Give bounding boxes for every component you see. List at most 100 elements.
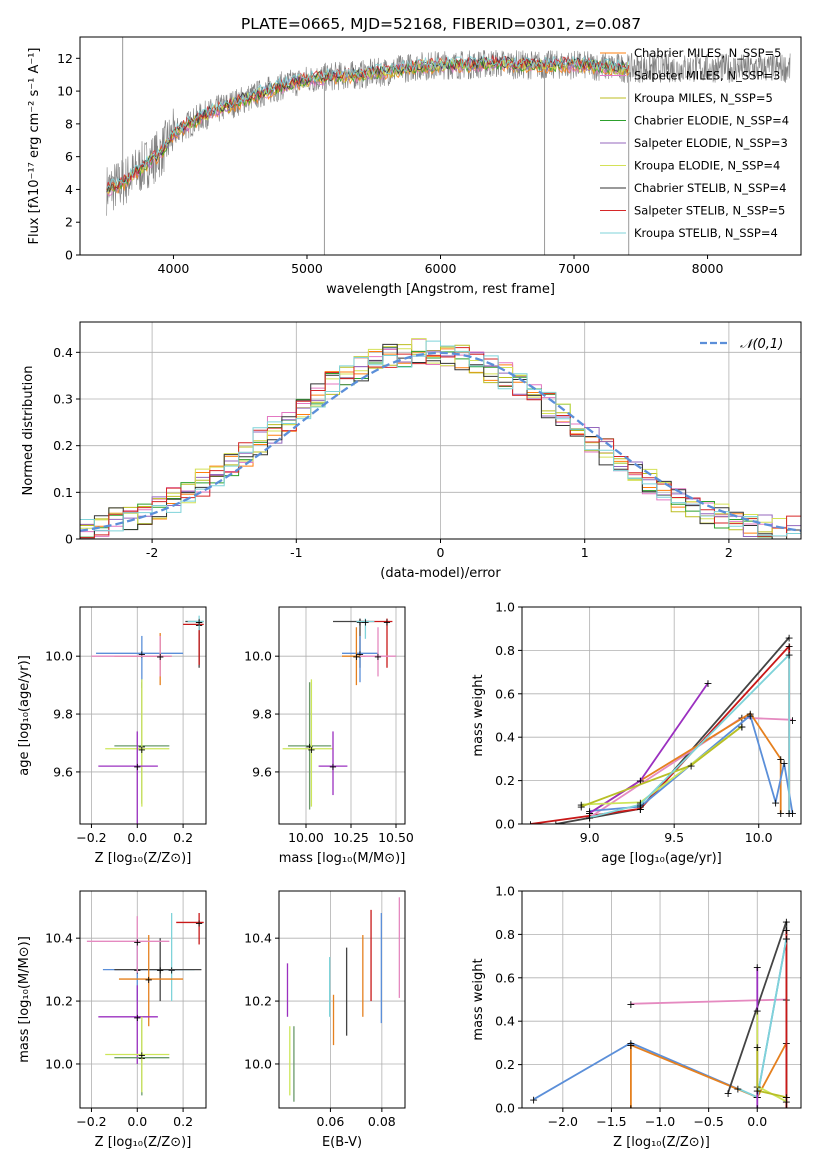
weight-series-marker: + (771, 796, 780, 809)
panels-group: Chabrier MILES, N_SSP=5 Salpeter MILES, N… (17, 36, 802, 1150)
axes-frame (278, 606, 406, 825)
plot-area: +++++++++ (282, 617, 396, 810)
weight-series-marker: + (785, 631, 794, 644)
data-point: + (138, 1051, 146, 1062)
x-tick-label: 0.0 (127, 1114, 147, 1129)
legend-entry: 𝒩(0,1) (740, 337, 783, 352)
weight-series-marker: + (737, 720, 746, 733)
y-tick-label: 9.6 (53, 764, 73, 779)
x-tick-label: 10.00 (288, 830, 324, 845)
weight-series-marker: + (733, 1082, 742, 1095)
y-axis-label: age [log₁₀(age/yr)] (17, 655, 32, 776)
y-tick-label: 1.0 (495, 600, 515, 615)
x-axis-label: Z [log₁₀(Z/Z⊙)] (613, 1135, 710, 1150)
legend-entry: Salpeter STELIB, N_SSP=5 (634, 204, 785, 218)
y-tick-label: 9.6 (252, 764, 272, 779)
legend: Chabrier MILES, N_SSP=5 Salpeter MILES, N… (600, 46, 789, 240)
y-axis-label: mass weight (471, 958, 486, 1040)
x-axis-label: (data-model)/error (380, 566, 501, 581)
weight-series-marker: + (585, 805, 594, 818)
x-axis-label: mass [log₁₀(M/M⊙)] (279, 851, 406, 866)
weight-series-marker: + (703, 677, 712, 690)
weight-series-marker: + (626, 1102, 635, 1115)
weight-series-marker: + (785, 807, 794, 820)
x-tick-label: −0.5 (693, 1114, 723, 1129)
x-tick-label: 0.08 (368, 1114, 396, 1129)
weight-series-marker: + (785, 807, 794, 820)
y-tick-label: 9.8 (53, 707, 73, 722)
weight-series-marker: + (753, 1004, 762, 1017)
y-tick-label: 10.4 (45, 931, 73, 946)
axes-frame (278, 890, 406, 1109)
weight-series-marker: + (585, 807, 594, 820)
weight-series-marker: + (746, 707, 755, 720)
x-tick-label: −2.0 (548, 1114, 578, 1129)
x-tick-label: 10.25 (333, 830, 369, 845)
x-tick-label: −0.2 (76, 830, 106, 845)
y-tick-label: 1.0 (495, 884, 515, 899)
y-tick-label: 0.4 (495, 1014, 515, 1029)
x-tick-label: 5000 (291, 261, 323, 276)
y-tick-label: 0.4 (53, 345, 73, 360)
y-tick-label: 6 (65, 149, 73, 164)
x-tick-label: 10.0 (745, 830, 773, 845)
weight-series-marker: + (785, 649, 794, 662)
y-tick-label: 0 (65, 532, 73, 547)
axes-frame (521, 606, 802, 825)
weight-series-line (530, 643, 791, 824)
legend-entry: Kroupa ELODIE, N_SSP=4 (634, 159, 780, 173)
y-tick-label: 0.8 (495, 927, 515, 942)
histogram-step (80, 343, 801, 539)
legend: 𝒩(0,1) (700, 337, 783, 352)
x-tick-label: 0.2 (173, 1114, 193, 1129)
x-axis-label: E(B-V) (322, 1135, 362, 1150)
x-axis-label: Z [log₁₀(Z/Z⊙)] (95, 1135, 192, 1150)
weight-series-marker: + (636, 775, 645, 788)
x-tick-label: -1 (290, 545, 302, 560)
weight-series-marker: + (753, 1041, 762, 1054)
data-point: + (374, 652, 382, 663)
plot-area (106, 37, 791, 255)
y-tick-label: 0.3 (53, 392, 73, 407)
weight-series-marker: + (753, 1085, 762, 1098)
chart-weight_vs_Z: + ++++++++++++++++++++++++++−2.0 −1.5 −1.0 −… (471, 884, 802, 1150)
weight-series-marker: + (636, 796, 645, 809)
weight-series-line (737, 938, 788, 1099)
data-point: + (356, 649, 364, 660)
histogram-step (80, 340, 801, 539)
y-tick-label: 10 (57, 84, 73, 99)
weight-series-marker: + (636, 801, 645, 814)
x-axis-label: Z [log₁₀(Z/Z⊙)] (95, 851, 192, 866)
legend-entry: Chabrier MILES, N_SSP=5 (634, 46, 781, 60)
y-tick-label: 0.2 (495, 1057, 515, 1072)
y-tick-label: 10.4 (244, 931, 272, 946)
y-tick-label: 12 (57, 51, 73, 66)
data-point: + (356, 617, 364, 628)
y-tick-label: 0.4 (495, 730, 515, 745)
data-point: + (329, 762, 337, 773)
weight-series-line (589, 682, 709, 814)
weight-series-marker: + (779, 757, 788, 770)
data-point: + (138, 745, 146, 756)
chart-weight_vs_age: +++++++++ +++++++ +++++++++ +++++++++9.0 9.5… (471, 600, 802, 866)
data-point: + (145, 975, 153, 986)
data-point: + (156, 966, 164, 977)
weight-series-marker: + (526, 818, 535, 831)
weight-series-marker: + (577, 798, 586, 811)
weight-series-marker: + (626, 1039, 635, 1052)
weight-series-marker: + (788, 714, 797, 727)
data-point: + (133, 762, 141, 773)
plot-area: +++++++++ (86, 913, 204, 1096)
y-axis-label: mass weight (471, 674, 486, 756)
legend-entry: Salpeter ELODIE, N_SSP=3 (634, 136, 788, 150)
x-tick-label: 0.2 (173, 830, 193, 845)
weight-series-marker: + (636, 803, 645, 816)
weight-series-line (580, 725, 743, 808)
model-spectrum-line (106, 54, 630, 189)
y-tick-label: 0.2 (53, 438, 73, 453)
y-tick-label: 0 (65, 248, 73, 263)
plot-area (286, 897, 400, 1102)
y-tick-label: 0.8 (495, 643, 515, 658)
y-tick-label: 0.0 (495, 817, 515, 832)
y-tick-label: 2 (65, 215, 73, 230)
